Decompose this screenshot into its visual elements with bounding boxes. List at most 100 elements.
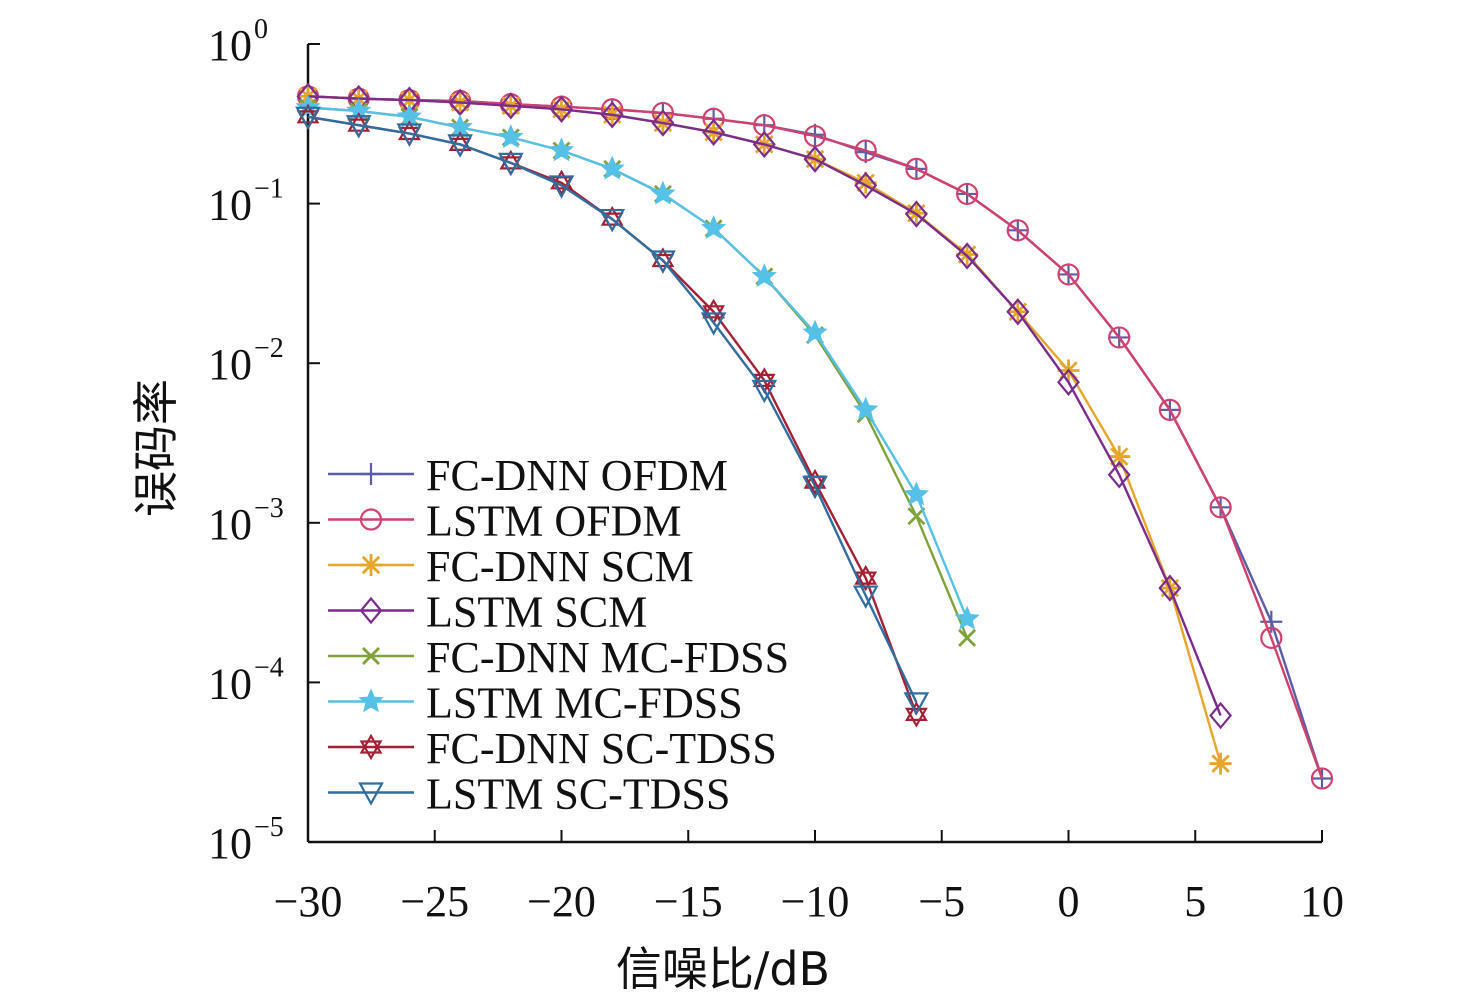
data-point — [1310, 767, 1334, 790]
series-line — [307, 95, 1324, 779]
data-point — [802, 475, 828, 500]
x-tick-label: 0 — [1058, 877, 1080, 926]
y-tick-label: 10 0 — [208, 14, 268, 70]
data-point — [958, 628, 977, 647]
data-point — [1209, 496, 1232, 519]
data-point — [955, 182, 979, 206]
marker-plus — [360, 463, 382, 485]
y-tick-base: 10 — [208, 659, 252, 708]
data-point — [1108, 445, 1131, 468]
marker-hexagram-part — [448, 131, 472, 151]
y-tick-label: 10 −4 — [208, 652, 284, 708]
y-tick-base: 10 — [208, 340, 252, 389]
y-tick-exponent: −4 — [254, 652, 284, 683]
data-point — [700, 312, 727, 336]
data-point — [1057, 368, 1080, 396]
y-tick-base: 10 — [208, 21, 252, 70]
data-point — [905, 157, 928, 180]
legend-label: LSTM OFDM — [426, 497, 682, 546]
x-tick-label: 5 — [1184, 877, 1206, 926]
y-tick-base: 10 — [208, 181, 252, 230]
data-point — [599, 208, 626, 233]
data-point — [752, 130, 776, 159]
y-tick-exponent: −1 — [254, 174, 284, 205]
data-point — [852, 585, 879, 609]
data-point — [1108, 326, 1131, 349]
data-point — [1158, 574, 1182, 602]
marker-cross — [362, 647, 380, 665]
data-point — [498, 124, 524, 149]
marker-hexagram — [359, 733, 383, 761]
legend-label: FC-DNN SCM — [426, 542, 694, 591]
data-point — [903, 692, 930, 716]
y-tick-label: 10 −3 — [208, 493, 284, 549]
x-tick-label: 10 — [1300, 877, 1344, 926]
marker-hexagram-part — [854, 571, 878, 592]
data-point — [1107, 461, 1131, 489]
y-tick-label: 10 −2 — [208, 333, 284, 389]
data-point — [903, 481, 930, 506]
data-point — [550, 95, 573, 123]
marker-hexagram-part — [359, 733, 383, 754]
legend-entry: LSTM MC-FDSS — [328, 679, 743, 728]
marker-diamond — [359, 596, 383, 625]
x-axis-title: 信噪比/dB — [616, 942, 830, 996]
data-point — [497, 152, 524, 177]
data-point — [853, 396, 879, 421]
data-point — [803, 145, 827, 173]
data-point — [700, 214, 727, 240]
x-tick-label: −25 — [400, 877, 469, 926]
data-point — [854, 171, 877, 194]
data-point — [295, 106, 321, 131]
marker-circle — [359, 508, 383, 531]
legend-label: FC-DNN OFDM — [426, 451, 728, 500]
legend-label: LSTM SCM — [426, 588, 647, 637]
y-tick-base: 10 — [208, 819, 252, 868]
legend-entry: FC-DNN SC-TDSS — [328, 724, 777, 773]
data-point — [702, 118, 726, 146]
marker-hexagram-part — [397, 120, 421, 141]
data-point — [599, 155, 625, 180]
marker-hexagram-part — [752, 367, 776, 387]
data-point — [1057, 263, 1080, 286]
data-point — [1006, 298, 1030, 326]
legend-entry: FC-DNN OFDM — [328, 451, 728, 500]
y-tick-exponent: 0 — [254, 14, 268, 45]
legend-entry: LSTM OFDM — [328, 497, 682, 546]
data-point — [651, 109, 675, 137]
y-tick-base: 10 — [208, 500, 252, 549]
marker-hexagram-part — [347, 111, 371, 132]
x-tick-label: −5 — [918, 877, 965, 926]
data-point — [1209, 752, 1232, 775]
marker-hexagram-part — [702, 298, 726, 319]
data-point — [1260, 626, 1283, 650]
legend-entry: LSTM SC-TDSS — [328, 770, 730, 819]
legend-label: LSTM MC-FDSS — [426, 679, 743, 728]
series-line — [307, 115, 918, 703]
marker-hexagram-part — [904, 701, 928, 722]
series-lines — [295, 82, 1334, 790]
marker-hexagram-part — [359, 740, 383, 761]
data-point — [854, 139, 877, 162]
data-point — [802, 319, 828, 344]
y-axis-title: 误码率 — [129, 379, 183, 517]
data-point — [650, 250, 676, 274]
data-point — [600, 101, 624, 129]
marker-triangle-down — [358, 782, 384, 806]
marker-hexagram-part — [550, 169, 573, 190]
data-point — [955, 242, 979, 270]
data-point — [954, 605, 980, 630]
y-tick-exponent: −2 — [254, 333, 284, 364]
data-point — [904, 200, 928, 228]
data-point — [1006, 219, 1029, 242]
legend-label: FC-DNN MC-FDSS — [426, 633, 789, 682]
data-point — [1158, 398, 1182, 421]
legend-entry: FC-DNN SCM — [328, 542, 694, 591]
marker-hexagram-part — [854, 564, 878, 585]
series-line — [307, 95, 1222, 716]
data-point — [650, 180, 676, 205]
